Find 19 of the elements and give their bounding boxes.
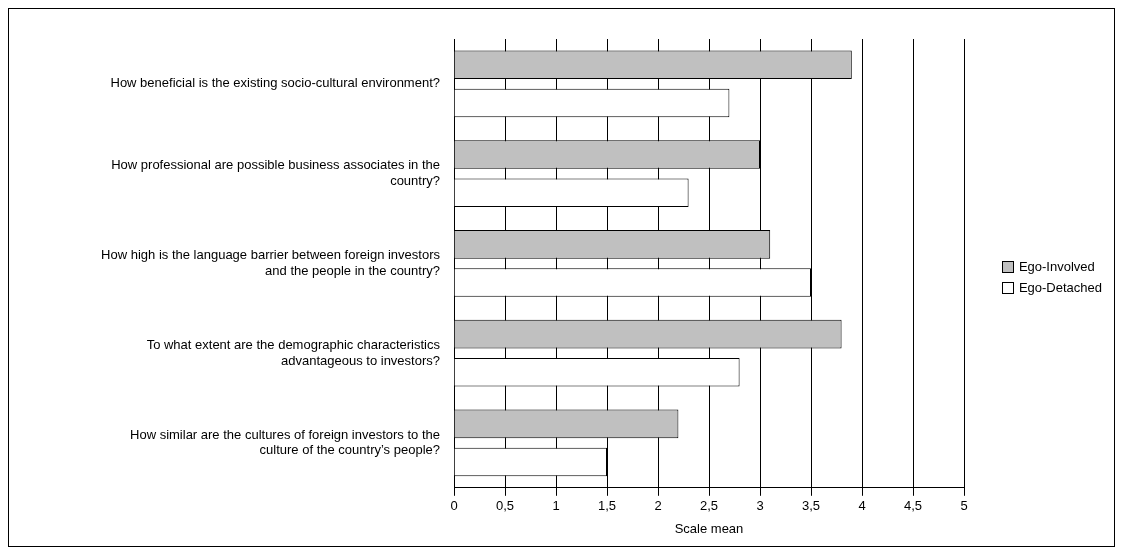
x-tick-label: 4 [858, 498, 866, 514]
x-axis-title: Scale mean [674, 520, 744, 536]
x-tick-label: 3,5 [801, 498, 821, 514]
x-tick-label: 0,5 [495, 498, 515, 514]
y-tick-label: How professional are possible business associates in the country? [111, 157, 440, 189]
y-tick-label: How similar are the cultures of foreign investors to the culture of the country’s people? [130, 426, 440, 458]
x-tick-label: 1 [552, 498, 560, 514]
legend-label: Ego-Involved [1018, 259, 1095, 274]
x-tick-label: 0 [450, 498, 458, 514]
x-tick-label: 1,5 [597, 498, 617, 514]
y-tick-label: How beneficial is the existing socio-cultural environment? [110, 75, 440, 91]
y-tick-label: How high is the language barrier between foreign investors and the people in the country? [101, 247, 441, 278]
x-tick-label: 2 [654, 498, 662, 514]
x-tick-label: 2,5 [699, 498, 719, 514]
x-tick-label: 5 [960, 498, 968, 514]
text: Ego-Detached [1018, 280, 1102, 295]
x-tick-label: 3 [756, 498, 764, 514]
y-tick-label: To what extent are the demographic characteristics advantageous to investors? [146, 336, 441, 368]
x-tick-label: 4,5 [903, 498, 923, 514]
